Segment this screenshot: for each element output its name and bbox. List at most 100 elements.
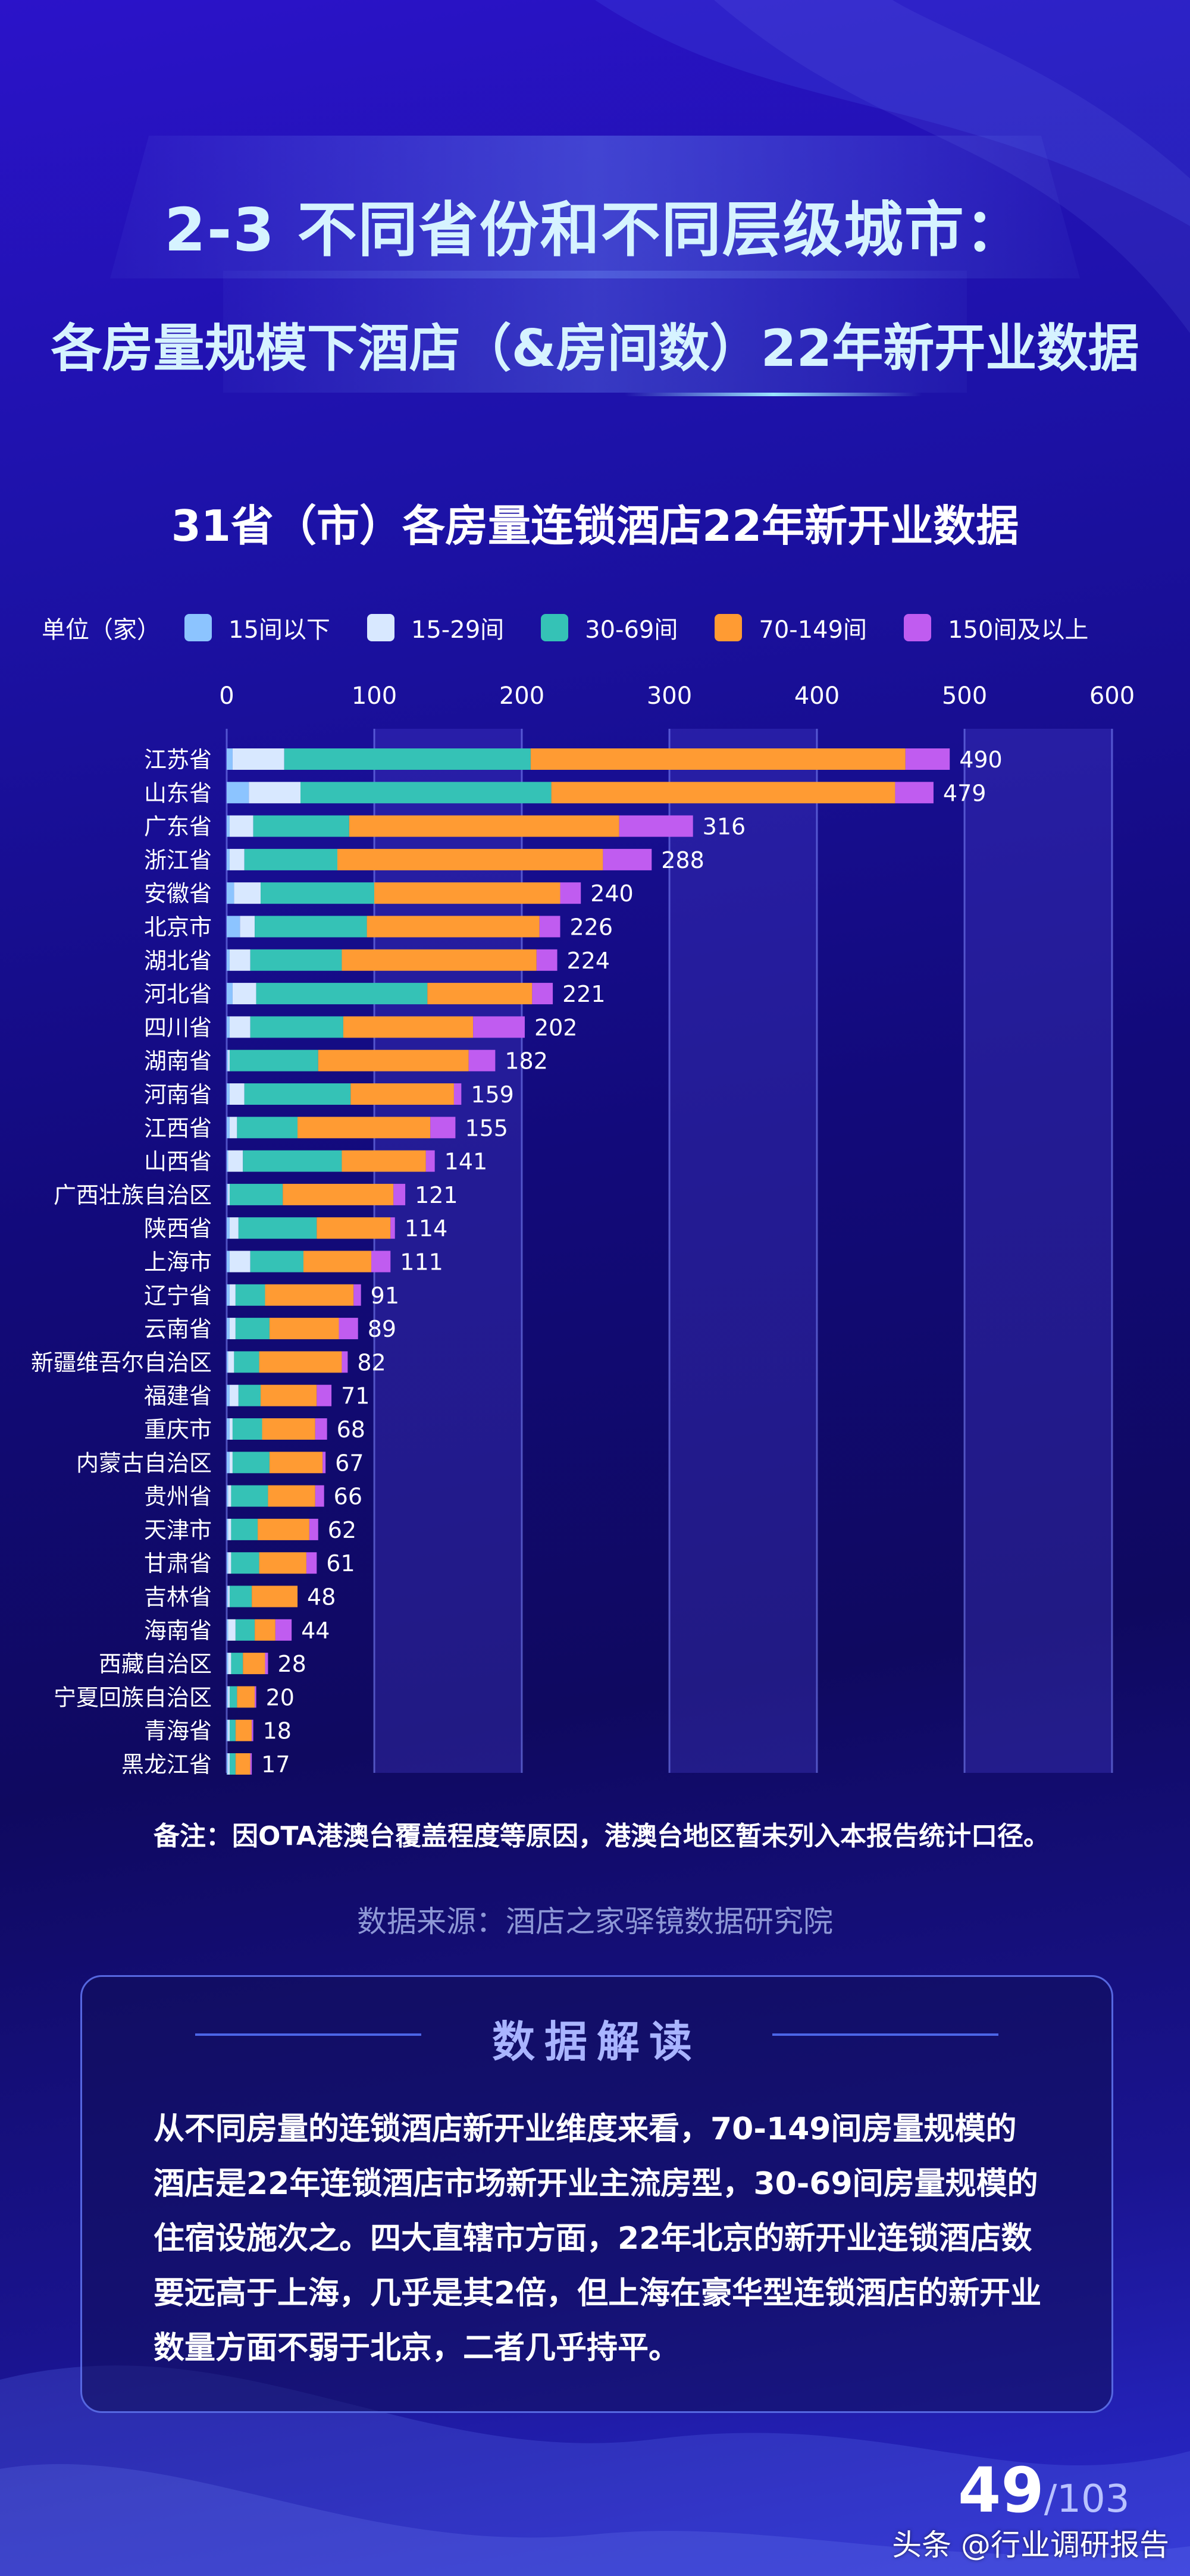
bar-segment — [390, 1217, 395, 1239]
bar-segment — [430, 1117, 456, 1139]
bar-segment — [227, 815, 230, 837]
watermark: 头条 @行业调研报告 — [892, 2528, 1169, 2562]
bar-total-label: 479 — [943, 780, 987, 806]
bar-segment — [250, 1753, 252, 1775]
bar-segment — [252, 1585, 298, 1607]
page-title-line2: 各房量规模下酒店（&房间数）22年新开业数据 — [51, 319, 1139, 378]
bar-segment — [229, 1284, 236, 1306]
legend-swatch — [904, 614, 932, 641]
bar-segment — [227, 1183, 228, 1205]
bar-segment — [317, 1217, 391, 1239]
bar-total-label: 44 — [301, 1618, 330, 1644]
bar-segment — [427, 983, 533, 1005]
bar-segment — [300, 782, 552, 804]
bar-segment — [227, 983, 233, 1005]
y-category-label: 黑龙江省 — [121, 1751, 212, 1778]
bar-segment — [227, 748, 233, 770]
bar-total-label: 316 — [703, 814, 746, 840]
insight-body: 从不同房量的连锁酒店新开业维度来看，70-149间房量规模的酒店是22年连锁酒店… — [154, 2111, 1042, 2366]
bar-total-label: 155 — [465, 1115, 508, 1141]
y-category-label: 湖北省 — [144, 948, 212, 974]
bar-segment — [339, 1318, 358, 1340]
bar-segment — [283, 1183, 394, 1205]
bar-total-label: 226 — [569, 914, 613, 941]
bar-total-label: 202 — [534, 1014, 578, 1041]
bar-segment — [905, 748, 950, 770]
y-category-label: 贵州省 — [144, 1484, 212, 1510]
legend-swatch — [541, 614, 569, 641]
stacked-bar-chart: 0 100 200 300 400 500 600 江苏省 490 山东省 479 广东省 316 浙江省… — [31, 682, 1135, 1778]
bar-segment — [393, 1183, 406, 1205]
bar-segment — [265, 1284, 354, 1306]
bar-segment — [228, 1351, 234, 1373]
bar-segment — [228, 1686, 230, 1708]
page-total: /103 — [1044, 2477, 1130, 2521]
page-number: 49/103 — [958, 2454, 1129, 2527]
bar-segment — [231, 1552, 259, 1574]
bar-segment — [259, 1351, 342, 1373]
bar-segment — [227, 1585, 228, 1607]
bar-segment — [228, 1518, 231, 1540]
legend-item-under-15: 15间以下 — [184, 610, 330, 645]
y-category-label: 吉林省 — [144, 1584, 212, 1610]
bar-segment — [275, 1619, 292, 1641]
bar-segment — [231, 1485, 268, 1507]
bar-segment — [342, 1150, 426, 1172]
bar-segment — [244, 848, 337, 870]
bar-segment — [309, 1518, 318, 1540]
bar-segment — [228, 1653, 231, 1675]
bar-segment — [229, 1183, 283, 1205]
bar-segment — [227, 1619, 228, 1641]
y-category-label: 内蒙古自治区 — [76, 1450, 212, 1476]
bar-segment — [227, 1049, 228, 1071]
bar-segment — [227, 1351, 228, 1373]
bar-segment — [530, 748, 906, 770]
bar-segment — [227, 1318, 230, 1340]
bar-segment — [343, 1016, 474, 1038]
bar-segment — [895, 782, 934, 804]
panel-title-line-right — [772, 2033, 998, 2036]
x-tick-label: 500 — [942, 682, 987, 710]
legend-label: 15间以下 — [228, 616, 330, 644]
bar-segment — [253, 815, 349, 837]
y-category-label: 安徽省 — [144, 880, 212, 907]
bar-total-label: 288 — [661, 847, 704, 873]
footnote: 备注：因OTA港澳台覆盖程度等原因，港澳台地区暂未列入本报告统计口径。 — [154, 1821, 1050, 1851]
bar-segment — [229, 1418, 233, 1440]
bar-segment — [337, 848, 603, 870]
bar-segment — [227, 1552, 228, 1574]
bar-segment — [227, 1719, 228, 1741]
bar-total-label: 89 — [368, 1316, 396, 1342]
y-category-label: 海南省 — [144, 1618, 212, 1644]
bar-segment — [468, 1049, 496, 1071]
bar-segment — [227, 848, 230, 870]
bar-segment — [229, 815, 253, 837]
bar-segment — [227, 1016, 230, 1038]
bar-segment — [259, 1552, 306, 1574]
bar-segment — [536, 949, 558, 971]
y-category-label: 江苏省 — [144, 747, 212, 773]
title-banner-bottom — [223, 271, 967, 393]
bar-segment — [229, 1049, 318, 1071]
bar-segment — [539, 916, 560, 938]
bar-segment — [235, 1318, 270, 1340]
bar-segment — [229, 1452, 233, 1474]
bar-segment — [258, 1518, 309, 1540]
bar-segment — [250, 1251, 303, 1273]
bar-total-label: 17 — [261, 1751, 290, 1778]
y-category-label: 广东省 — [144, 814, 212, 840]
bar-segment — [342, 1351, 348, 1373]
bar-segment — [227, 1452, 230, 1474]
bar-segment — [235, 1619, 255, 1641]
bar-segment — [315, 1485, 324, 1507]
bar-segment — [229, 1585, 252, 1607]
bar-segment — [532, 983, 553, 1005]
legend-label: 30-69间 — [585, 616, 678, 644]
bar-segment — [303, 1251, 372, 1273]
grid-band — [964, 729, 1112, 1773]
y-category-label: 福建省 — [144, 1383, 212, 1409]
legend-item-70-149: 70-149间 — [715, 610, 867, 645]
bar-segment — [227, 1384, 230, 1406]
y-category-label: 新疆维吾尔自治区 — [31, 1349, 212, 1375]
legend-swatch — [367, 614, 394, 641]
